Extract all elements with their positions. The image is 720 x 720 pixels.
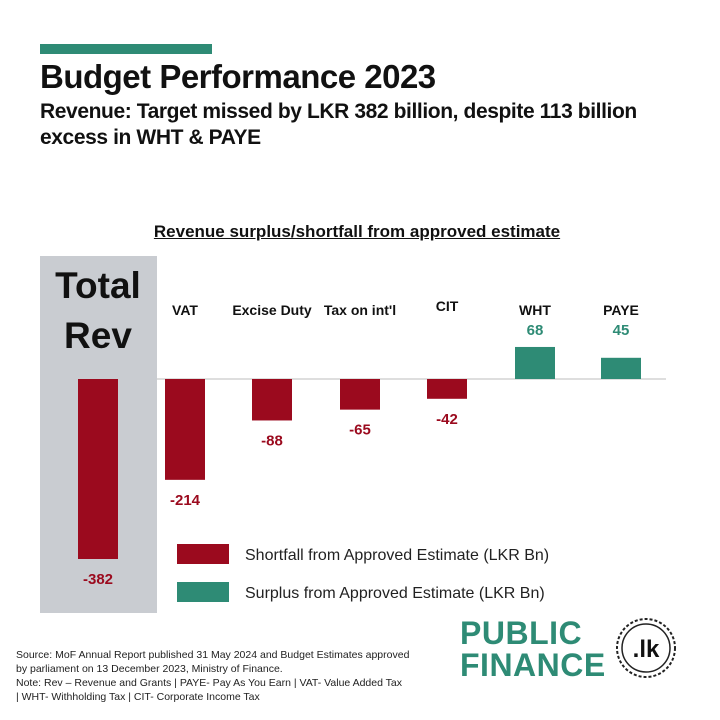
revenue-bar-chart: Total Rev -382 VAT -214 Excise Duty -88 Tax on … [40, 256, 666, 613]
page-title: Budget Performance 2023 [40, 58, 436, 95]
value-label-total-rev: -382 [83, 571, 113, 588]
total-rev-label-line2: Rev [64, 315, 132, 356]
public-finance-logo: PUBLIC FINANCE .lk [460, 617, 690, 683]
value-label-4: 68 [527, 322, 544, 339]
logo-wordmark: PUBLIC FINANCE [460, 617, 606, 681]
value-label-1: -88 [261, 432, 283, 449]
category-label-2: Tax on int'l [324, 302, 396, 318]
legend-swatch-1 [177, 582, 229, 602]
logo-line-2: FINANCE [460, 647, 606, 683]
value-label-0: -214 [170, 492, 201, 509]
bar-total-rev [78, 379, 118, 559]
source-line-1: Source: MoF Annual Report published 31 M… [16, 649, 410, 661]
bar-cit [427, 379, 467, 399]
category-label-0: VAT [172, 302, 198, 318]
legend-swatch-0 [177, 544, 229, 564]
bar-excise-duty [252, 379, 292, 421]
value-label-3: -42 [436, 411, 458, 428]
bar-paye [601, 357, 641, 379]
value-label-5: 45 [613, 322, 630, 339]
note-line-2: | WHT- Withholding Tax | CIT- Corporate … [16, 691, 260, 703]
note-line-1: Note: Rev – Revenue and Grants | PAYE- P… [16, 677, 403, 689]
bar-wht [515, 346, 555, 379]
category-label-5: PAYE [603, 302, 639, 318]
legend-label-0: Shortfall from Approved Estimate (LKR Bn… [245, 547, 549, 564]
page-subtitle: Revenue: Target missed by LKR 382 billio… [40, 100, 637, 149]
source-line-2: by parliament on 13 December 2023, Minis… [16, 663, 283, 675]
category-label-4: WHT [519, 302, 551, 318]
category-label-1: Excise Duty [232, 302, 312, 318]
source-note: Source: MoF Annual Report published 31 M… [16, 648, 456, 704]
logo-line-1: PUBLIC [460, 615, 583, 651]
bar-vat [165, 379, 205, 480]
bar-tax-on-int-l [340, 379, 380, 410]
category-label-3: CIT [436, 298, 459, 314]
title-accent-bar [40, 44, 212, 54]
total-rev-label-line1: Total [55, 265, 141, 306]
lk-badge-icon: .lk [616, 618, 676, 678]
legend-label-1: Surplus from Approved Estimate (LKR Bn) [245, 585, 545, 602]
chart-title: Revenue surplus/shortfall from approved … [153, 222, 561, 241]
logo-badge-text: .lk [633, 636, 660, 663]
value-label-2: -65 [349, 422, 371, 439]
